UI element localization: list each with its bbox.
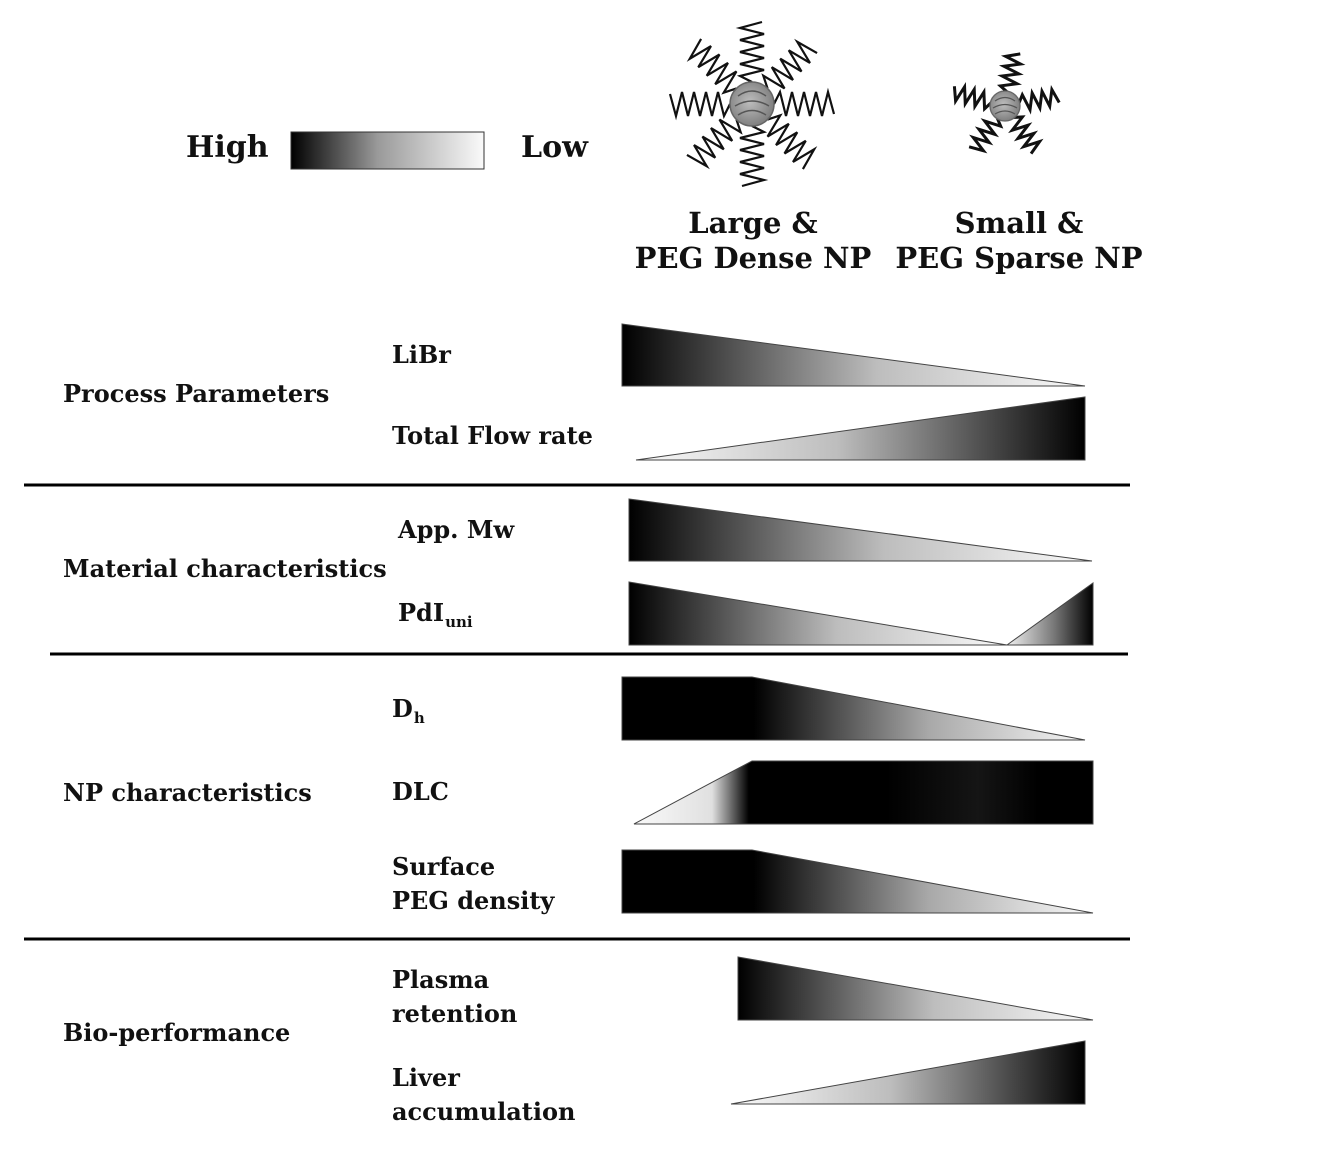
param-label-line1: Liver (392, 1063, 460, 1092)
legend-low-label: Low (521, 130, 588, 165)
trend-wedge-libr (621, 323, 1086, 387)
group-label-process-parameters: Process Parameters (63, 379, 330, 408)
trend-wedge-pdi-uni-decrease (628, 581, 1008, 646)
param-label-app-mw: App. Mw (398, 515, 515, 544)
param-label-main: D (392, 694, 413, 723)
param-label-total-flow-rate: Total Flow rate (392, 421, 593, 450)
param-label-line2: accumulation (392, 1097, 576, 1126)
param-label-dh: Dh (392, 692, 425, 735)
group-label-bio-performance: Bio-performance (63, 1018, 291, 1047)
param-label-libr: LiBr (392, 340, 451, 369)
trend-wedge-dh (621, 676, 1086, 741)
group-label-np-characteristics: NP characteristics (63, 778, 312, 807)
column-header-line2: PEG Dense NP (634, 240, 872, 275)
trend-wedge-liver-accumulation (730, 1040, 1086, 1105)
param-label-line2: retention (392, 999, 518, 1028)
param-label-main: PdI (398, 598, 445, 627)
param-label-surface-peg-density: Surface PEG density (392, 850, 554, 918)
param-label-liver-accumulation: Liver accumulation (392, 1061, 575, 1129)
column-header-line1: Small & (954, 206, 1084, 240)
column-header-small-peg-sparse: Small & PEG Sparse NP (888, 206, 1150, 276)
param-label-dlc: DLC (392, 777, 449, 806)
param-label-line1: Plasma (392, 965, 490, 994)
legend-gradient-bar (290, 131, 485, 170)
param-label-subscript: h (413, 709, 425, 727)
column-header-line1: Large & (688, 206, 818, 240)
trend-wedge-total-flow-rate (635, 396, 1086, 461)
param-label-plasma-retention: Plasma retention (392, 963, 517, 1031)
column-header-large-peg-dense: Large & PEG Dense NP (622, 206, 884, 276)
trend-wedge-pdi-uni-increase (1005, 582, 1094, 646)
legend-high-label: High (186, 130, 269, 165)
param-label-line2: PEG density (392, 886, 555, 915)
large-peg-dense-nanoparticle-icon (668, 20, 836, 188)
trend-wedge-plasma-retention (737, 956, 1094, 1021)
group-label-material-characteristics: Material characteristics (63, 554, 387, 583)
trend-wedge-surface-peg-density (621, 849, 1094, 914)
param-label-line1: Surface (392, 852, 496, 881)
small-peg-sparse-nanoparticle-icon (952, 52, 1061, 155)
param-label-pdi-uni: PdIuni (398, 596, 473, 639)
trend-wedge-dlc (633, 760, 1094, 825)
trend-wedge-app-mw (628, 498, 1093, 562)
param-label-subscript: uni (445, 613, 473, 631)
column-header-line2: PEG Sparse NP (895, 240, 1143, 275)
